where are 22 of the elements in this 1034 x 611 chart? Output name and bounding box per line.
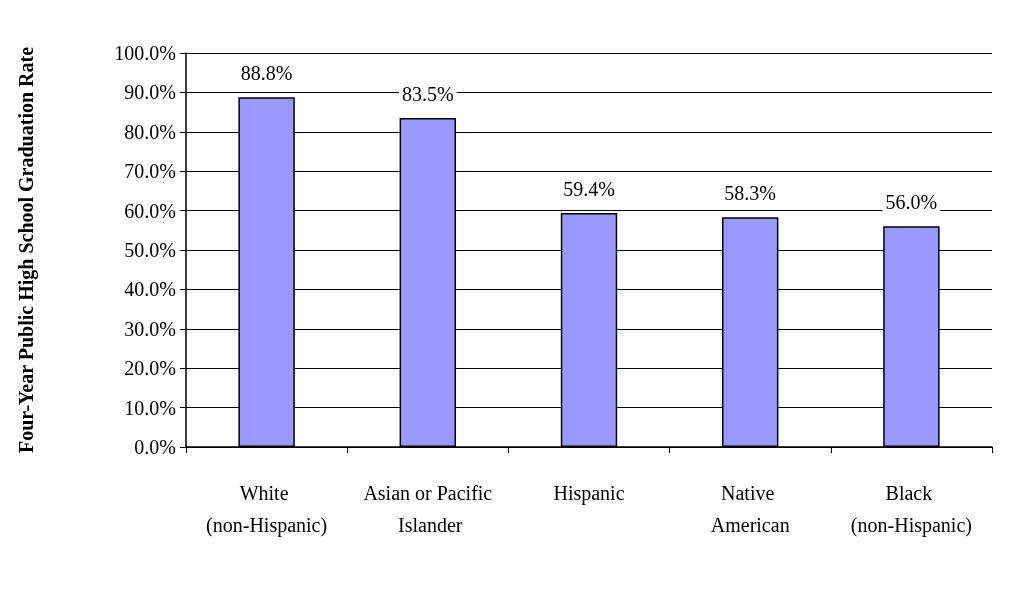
y-tick-label: 40.0%	[124, 278, 176, 301]
x-tick-label: Asian or Pacific Islander	[363, 482, 493, 536]
data-label: 83.5%	[401, 83, 454, 106]
data-label: 56.0%	[885, 191, 938, 214]
x-tick-label: Black (non-Hispanic)	[850, 482, 972, 537]
y-tick-label: 80.0%	[124, 120, 176, 143]
y-tick-label: 50.0%	[124, 239, 176, 261]
y-tick-label: 20.0%	[124, 357, 176, 380]
y-tick-label: 70.0%	[124, 160, 176, 183]
y-tick-label: 90.0%	[124, 81, 176, 104]
y-tick-label: 60.0%	[124, 199, 176, 222]
y-tick-label: 100.0%	[114, 42, 176, 64]
y-tick-label: 0.0%	[134, 436, 176, 458]
x-tick-label: White (non-Hispanic)	[206, 482, 328, 537]
y-tick-label: 30.0%	[124, 317, 176, 340]
data-label: 58.3%	[724, 182, 777, 205]
x-tick-label: Native American	[710, 482, 790, 536]
x-tick-label: Hispanic	[553, 482, 625, 505]
data-label: 59.4%	[563, 177, 615, 200]
y-axis-title: Four-Year Public High School Graduation Rate	[15, 46, 38, 454]
y-tick-label: 10.0%	[124, 396, 176, 419]
data-label: 88.8%	[240, 62, 293, 85]
